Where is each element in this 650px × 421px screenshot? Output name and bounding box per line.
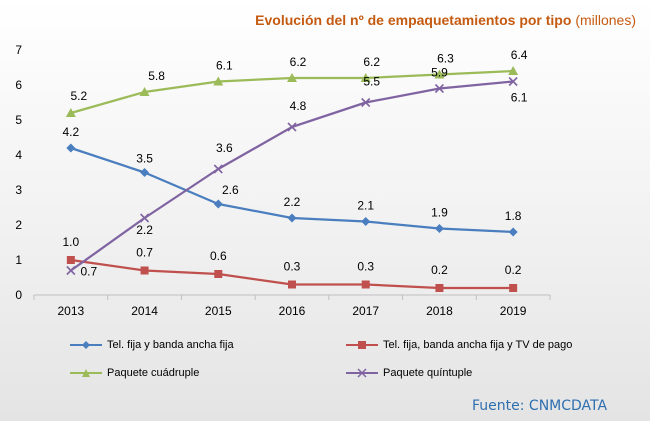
data-label: 0.3 — [357, 260, 374, 274]
legend-marker-fixed-broadband — [70, 341, 102, 349]
data-point — [434, 69, 445, 79]
data-point — [213, 199, 223, 209]
y-tick-label: 5 — [15, 113, 22, 127]
data-point — [214, 270, 223, 278]
legend-label-fixed-broadband-tv: Tel. fija, banda ancha fija y TV de pago — [383, 339, 573, 351]
data-label: 4.2 — [63, 125, 80, 139]
data-label: 3.5 — [136, 152, 153, 166]
x-tick-label: 2013 — [58, 304, 85, 318]
legend-label-fixed-broadband: Tel. fija y banda ancha fija — [107, 339, 234, 351]
data-label: 4.8 — [290, 99, 307, 113]
data-point — [66, 256, 75, 264]
y-tick-label: 3 — [15, 183, 22, 197]
data-label: 0.3 — [284, 260, 301, 274]
legend-marker-quintuple — [346, 368, 378, 378]
data-point — [287, 122, 297, 132]
data-label: 2.6 — [222, 183, 239, 197]
data-point — [434, 83, 444, 94]
chart-title: Evolución del nº de empaquetamientos por… — [255, 12, 636, 28]
data-label: 0.2 — [505, 263, 522, 277]
legend-marker-fixed-broadband-tv — [346, 341, 378, 349]
x-tick-label: 2016 — [279, 304, 306, 318]
legend-item-fixed-broadband: Tel. fija y banda ancha fija — [70, 339, 234, 351]
data-point — [508, 227, 518, 237]
data-point — [66, 143, 76, 153]
x-tick-label: 2014 — [131, 304, 158, 318]
data-label: 6.3 — [437, 52, 454, 66]
data-point — [213, 76, 224, 86]
data-point — [65, 108, 76, 117]
data-label: 1.0 — [63, 235, 80, 249]
x-tick-label: 2015 — [205, 304, 232, 318]
y-tick-label: 2 — [15, 218, 22, 232]
data-point — [434, 224, 444, 233]
data-label: 1.9 — [431, 206, 448, 220]
data-label: 5.5 — [363, 75, 380, 89]
data-label: 2.2 — [284, 195, 301, 209]
data-point — [361, 97, 371, 108]
data-point — [140, 168, 150, 177]
legend-item-quintuple: Paquete quíntuple — [346, 367, 472, 379]
legend-label-quadruple: Paquete cuádruple — [107, 367, 200, 379]
data-label: 0.2 — [431, 263, 448, 277]
source-label: Fuente: CNMCDATA — [472, 398, 608, 414]
chart-title-unit: (millones) — [575, 12, 636, 28]
data-point — [66, 265, 76, 276]
data-point — [361, 217, 371, 226]
data-label: 6.1 — [511, 91, 528, 105]
data-label: 2.2 — [136, 223, 153, 237]
data-point — [288, 280, 296, 289]
data-point — [360, 73, 371, 82]
data-point — [287, 213, 297, 223]
data-point — [435, 284, 444, 292]
data-label: 3.6 — [216, 141, 233, 155]
x-tick-label: 2019 — [500, 304, 527, 318]
data-label: 6.4 — [511, 48, 528, 62]
data-label: 2.1 — [357, 199, 374, 213]
data-point — [139, 87, 150, 96]
data-point — [140, 213, 150, 223]
x-tick-label: 2017 — [352, 304, 379, 318]
data-label: 6.1 — [216, 59, 233, 73]
legend-item-quadruple: Paquete cuádruple — [70, 367, 199, 379]
data-label: 0.6 — [210, 249, 227, 263]
data-label: 5.9 — [431, 66, 448, 80]
legend-marker-quadruple — [70, 369, 102, 377]
data-label: 5.8 — [148, 69, 165, 83]
data-point — [508, 66, 519, 75]
data-label: 6.2 — [290, 55, 307, 69]
legend-label-quintuple: Paquete quíntuple — [383, 367, 473, 379]
data-point — [361, 280, 370, 289]
data-point — [508, 76, 518, 87]
data-label: 5.2 — [71, 89, 88, 103]
x-tick-label: 2018 — [426, 304, 453, 318]
y-tick-label: 6 — [15, 78, 22, 92]
data-point — [213, 164, 223, 174]
legend-item-fixed-broadband-tv: Tel. fija, banda ancha fija y TV de pago — [346, 339, 572, 351]
y-tick-label: 1 — [15, 253, 22, 267]
data-point — [287, 73, 297, 82]
y-tick-label: 0 — [15, 288, 22, 302]
data-label: 0.7 — [136, 246, 153, 260]
data-label: 6.2 — [363, 55, 380, 69]
data-label: 1.8 — [505, 209, 522, 223]
chart-title-main: Evolución del nº de empaquetamientos por… — [255, 12, 572, 28]
y-tick-label: 7 — [15, 43, 22, 57]
data-point — [509, 284, 518, 292]
data-label: 0.7 — [81, 265, 98, 279]
data-point — [140, 266, 149, 275]
y-tick-label: 4 — [15, 148, 22, 162]
